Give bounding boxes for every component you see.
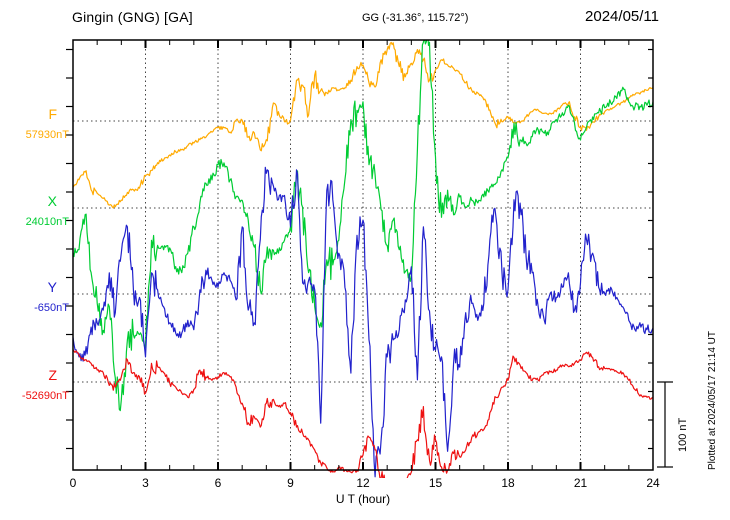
x-tick-label-21: 21: [573, 476, 588, 490]
series-letter-X: X: [47, 193, 57, 209]
x-tick-label-9: 9: [287, 476, 294, 490]
trace-Y: [73, 166, 653, 478]
observation-date: 2024/05/11: [585, 8, 659, 25]
x-tick-label-18: 18: [501, 476, 515, 490]
station-title: Gingin (GNG) [GA]: [72, 9, 193, 25]
series-baseline-value-Y: -650nT: [34, 302, 69, 314]
series-baseline-value-F: 57930nT: [25, 129, 69, 141]
plotted-at-timestamp: Plotted at 2024/05/17 21:14 UT: [707, 331, 718, 470]
x-tick-label-3: 3: [142, 476, 149, 490]
x-tick-label-0: 0: [69, 476, 77, 490]
trace-F: [73, 41, 653, 209]
x-tick-label-6: 6: [214, 476, 222, 490]
x-axis-title: U T (hour): [335, 492, 391, 506]
x-tick-label-12: 12: [356, 476, 370, 490]
series-baseline-value-Z: -52690nT: [21, 390, 69, 402]
trace-Z: [73, 349, 653, 478]
series-letter-Z: Z: [48, 367, 57, 383]
scale-bar-label: 100 nT: [677, 417, 689, 452]
series-letter-F: F: [48, 106, 57, 122]
series-baseline-value-X: 24010nT: [25, 216, 69, 228]
trace-X: [73, 40, 653, 412]
x-tick-label-15: 15: [428, 476, 443, 490]
x-tick-label-24: 24: [646, 476, 660, 490]
geographic-coordinates: GG (-31.36°, 115.72°): [362, 12, 469, 24]
series-letter-Y: Y: [47, 279, 57, 295]
